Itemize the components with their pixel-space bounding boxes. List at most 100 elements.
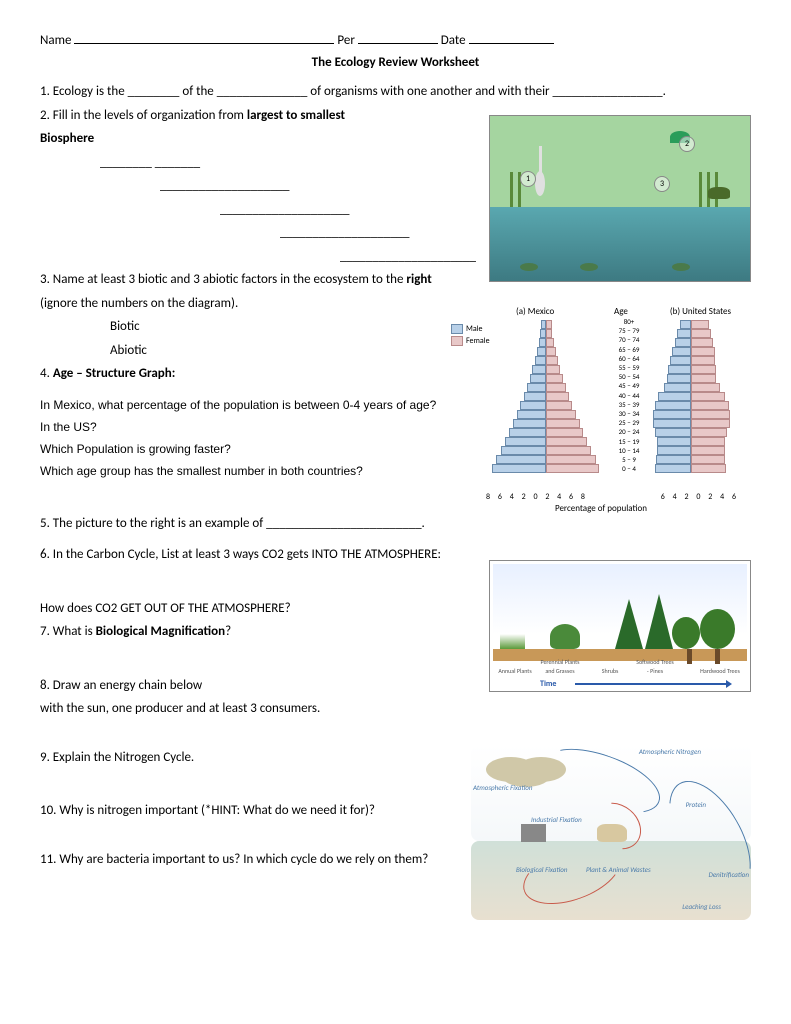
- date-label: Date: [441, 33, 466, 48]
- pyramid-row: [486, 410, 606, 419]
- succession-diagram: Annual Plants Perennial Plants and Grass…: [489, 560, 751, 692]
- pyramid-row: [486, 428, 606, 437]
- pyramid-row: [631, 401, 751, 410]
- pyramid-row: [631, 329, 751, 338]
- question-8-l1: 8. Draw an energy chain below: [40, 676, 470, 696]
- pyramid-row: [486, 464, 606, 473]
- pyramid-row: [486, 347, 606, 356]
- q7-bold: Biological Magnification: [96, 624, 225, 639]
- age-structure-chart: (a) Mexico Age (b) United States Male Fe…: [451, 305, 751, 515]
- tree-icon: [672, 617, 700, 649]
- succ-cap: Shrubs: [590, 667, 630, 676]
- question-10: 10. Why is nitrogen important (*HINT: Wh…: [40, 801, 500, 821]
- question-6-l1: 6. In the Carbon Cycle, List at least 3 …: [40, 545, 470, 565]
- nitrogen-cycle-diagram: Atmospheric Nitrogen Atmospheric Fixatio…: [471, 745, 751, 920]
- mexico-pyramid: [486, 320, 606, 490]
- reed-icon: [699, 172, 702, 207]
- diagram-number: 1: [520, 171, 536, 187]
- header-line: Name Per Date: [40, 30, 751, 51]
- q4-l1: In Mexico, what percentage of the popula…: [40, 396, 470, 414]
- pyramid-row: [631, 392, 751, 401]
- nitro-lbl: Denitrification: [709, 870, 749, 881]
- q4-l3: Which Population is growing faster?: [40, 440, 470, 458]
- pyramid-row: [486, 365, 606, 374]
- cloud-icon: [486, 757, 536, 782]
- q7-suffix: ?: [225, 624, 231, 639]
- question-1: 1. Ecology is the ________ of the ______…: [40, 82, 751, 102]
- question-8-l2: with the sun, one producer and at least …: [40, 699, 470, 719]
- frog-icon: [708, 187, 730, 199]
- pyramid-row: [486, 437, 606, 446]
- pyramid-row: [631, 464, 751, 473]
- pyramid-row: [631, 374, 751, 383]
- us-pyramid: [631, 320, 751, 490]
- pyramid-row: [631, 356, 751, 365]
- shrub-icon: [550, 624, 580, 649]
- succ-cap: Hardwood Trees: [700, 667, 740, 676]
- pyramid-row: [631, 410, 751, 419]
- pyramid-row: [631, 383, 751, 392]
- pyramid-row: [631, 455, 751, 464]
- q3-text: 3. Name at least 3 biotic and 3 abiotic …: [40, 272, 406, 287]
- lilypad-icon: [672, 263, 690, 271]
- succ-cap: Softwood Trees - Pines: [635, 658, 675, 676]
- succ-cap: Annual Plants: [495, 667, 535, 676]
- q4-num: 4.: [40, 366, 53, 381]
- pyramid-row: [486, 401, 606, 410]
- pyramid-row: [631, 338, 751, 347]
- nitro-lbl: Protein: [686, 800, 706, 811]
- xlabel: Percentage of population: [451, 502, 751, 516]
- grass-icon: [500, 634, 525, 649]
- pyramid-row: [631, 419, 751, 428]
- ecosystem-diagram: 1 2 3: [489, 115, 751, 282]
- chart-title-a: (a) Mexico: [516, 305, 554, 319]
- worksheet-title: The Ecology Review Worksheet: [40, 53, 751, 73]
- pyramid-row: [486, 392, 606, 401]
- question-6-l2: How does CO2 GET OUT OF THE ATMOSPHERE?: [40, 599, 470, 619]
- q3-line2: (ignore the numbers on the diagram).: [40, 294, 470, 314]
- pyramid-row: [486, 455, 606, 464]
- pyramid-row: [631, 365, 751, 374]
- q4-title: Age – Structure Graph:: [53, 366, 176, 381]
- question-5: 5. The picture to the right is an exampl…: [40, 514, 470, 534]
- diagram-number: 2: [679, 136, 695, 152]
- factory-icon: [521, 824, 546, 842]
- heron-icon: [535, 146, 549, 196]
- question-9: 9. Explain the Nitrogen Cycle.: [40, 748, 470, 768]
- chart-title-b: (b) United States: [670, 305, 731, 319]
- tree-icon: [700, 609, 735, 649]
- pyramid-row: [631, 428, 751, 437]
- worksheet-page: Name Per Date The Ecology Review Workshe…: [0, 0, 791, 1024]
- q2-bold: largest to smallest: [247, 108, 345, 123]
- time-arrow: Time: [540, 678, 740, 688]
- reed-icon: [510, 172, 513, 207]
- pyramid-row: [631, 347, 751, 356]
- nitro-lbl: Industrial Fixation: [531, 815, 582, 826]
- question-11: 11. Why are bacteria important to us? In…: [40, 850, 500, 870]
- pyramid-row: [631, 320, 751, 329]
- pine-icon: [645, 594, 673, 649]
- pyramid-row: [486, 419, 606, 428]
- pyramid-row: [486, 356, 606, 365]
- pyramid-row: [486, 320, 606, 329]
- legend-male: Male: [466, 324, 483, 334]
- pine-icon: [615, 599, 643, 649]
- pyramid-row: [486, 383, 606, 392]
- nitro-lbl: Biological Fixation: [516, 865, 567, 876]
- q4-l2: In the US?: [40, 418, 470, 436]
- name-label: Name: [40, 33, 71, 48]
- succ-cap: Perennial Plants and Grasses: [540, 658, 580, 676]
- time-label: Time: [540, 679, 556, 689]
- question-3: 3. Name at least 3 biotic and 3 abiotic …: [40, 270, 470, 290]
- pyramid-row: [631, 446, 751, 455]
- q4-l4: Which age group has the smallest number …: [40, 462, 470, 480]
- q3-bold: right: [406, 272, 431, 287]
- pyramid-row: [486, 374, 606, 383]
- pyramid-row: [486, 338, 606, 347]
- nitro-lbl: Leaching Loss: [682, 902, 721, 913]
- lilypad-icon: [520, 263, 538, 271]
- diagram-number: 3: [654, 176, 670, 192]
- pyramid-row: [631, 437, 751, 446]
- pyramid-row: [486, 329, 606, 338]
- pyramid-row: [486, 446, 606, 455]
